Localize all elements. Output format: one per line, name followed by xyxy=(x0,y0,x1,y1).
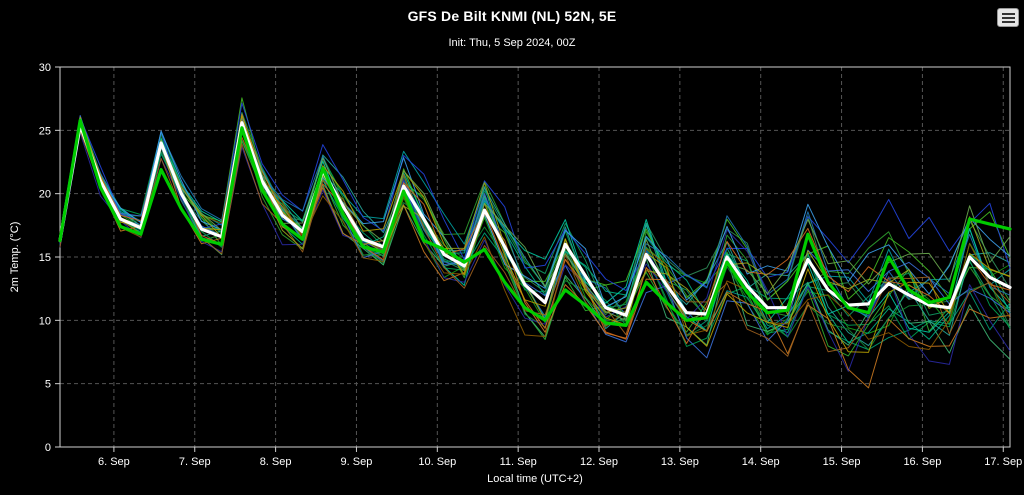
thick-white-line xyxy=(58,121,1012,317)
ensemble-member-line xyxy=(59,120,1011,350)
ensemble-member-line xyxy=(59,125,1011,357)
y-tick-label: 10 xyxy=(39,315,51,327)
y-tick-label: 25 xyxy=(39,125,51,137)
ensemble-member-line xyxy=(59,97,1011,301)
x-tick-label: 14. Sep xyxy=(742,456,780,468)
ensemble-member-line xyxy=(59,115,1011,353)
ensemble-member-line xyxy=(59,125,1011,321)
x-tick-label: 13. Sep xyxy=(661,456,699,468)
x-tick-label: 15. Sep xyxy=(823,456,861,468)
ensemble-member-line xyxy=(59,124,1011,344)
x-tick-label: 10. Sep xyxy=(418,456,456,468)
y-tick-label: 0 xyxy=(45,442,51,454)
x-axis-title: Local time (UTC+2) xyxy=(487,473,583,485)
hamburger-bar xyxy=(1001,16,1015,19)
y-tick-label: 15 xyxy=(39,252,51,264)
x-tick-label: 17. Sep xyxy=(984,456,1022,468)
thick-green-line xyxy=(58,118,1012,327)
ensemble-member-line xyxy=(59,112,1011,347)
y-axis-title: 2m Temp. (°C) xyxy=(9,222,21,293)
x-tick-label: 16. Sep xyxy=(903,456,941,468)
chart-title: GFS De Bilt KNMI (NL) 52N, 5E xyxy=(407,8,617,24)
axis-labels: 0 5 10 15 20 25 30 6. Sep 7. Sep 8. Sep 9. Sep 10. … xyxy=(39,62,1022,468)
chart-subtitle: Init: Thu, 5 Sep 2024, 00Z xyxy=(448,37,576,49)
x-tick-label: 7. Sep xyxy=(179,456,211,468)
ensemble-member-line xyxy=(59,102,1011,292)
hamburger-bar xyxy=(1001,20,1015,23)
ensemble-member-line xyxy=(59,112,1011,338)
ensemble-member-line xyxy=(59,132,1011,372)
ensemble-member-lines xyxy=(59,97,1011,389)
ensemble-member-line xyxy=(59,117,1011,308)
x-tick-label: 11. Sep xyxy=(500,456,537,468)
grid-lines xyxy=(60,67,1010,447)
x-tick-label: 8. Sep xyxy=(260,456,292,468)
hamburger-bar xyxy=(1001,12,1015,15)
ensemble-member-line xyxy=(59,123,1011,336)
hamburger-menu-icon[interactable] xyxy=(997,8,1019,27)
y-tick-label: 30 xyxy=(39,62,51,74)
y-tick-label: 5 xyxy=(45,379,51,391)
ensemble-member-line xyxy=(59,113,1011,389)
x-tick-label: 12. Sep xyxy=(580,456,618,468)
ensemble-member-line xyxy=(59,119,1011,321)
y-tick-label: 20 xyxy=(39,189,51,201)
x-tick-label: 6. Sep xyxy=(98,456,130,468)
x-tick-label: 9. Sep xyxy=(341,456,373,468)
